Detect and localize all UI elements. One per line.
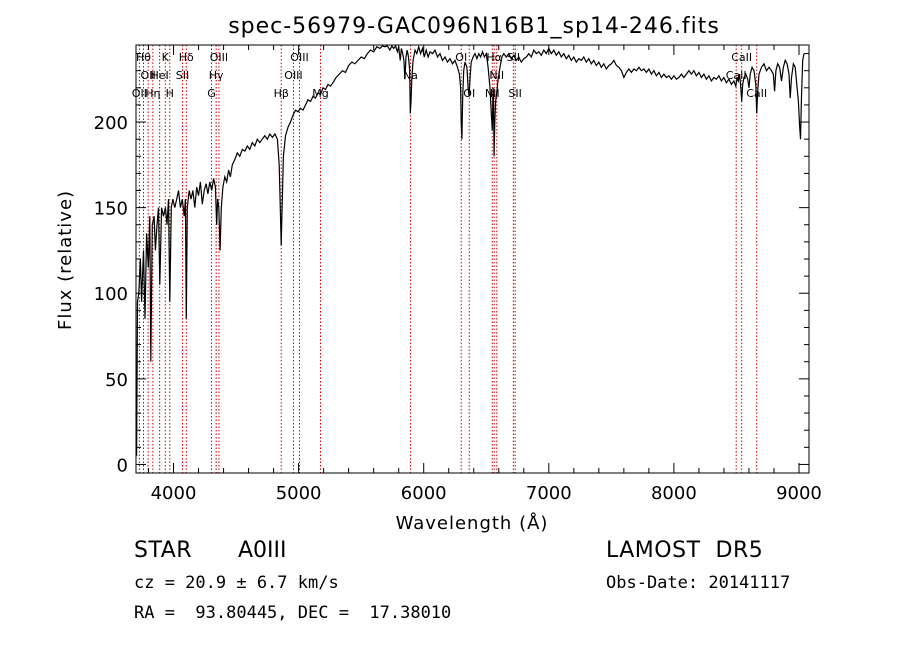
object-subclass: A0III <box>238 538 287 563</box>
spectral-line-label-11: OIII <box>210 51 228 64</box>
spectral-line-label-10: Hγ <box>209 69 224 82</box>
spectral-line-label-3: Hη <box>145 87 160 100</box>
spectral-line-label-15: Mg <box>312 87 328 100</box>
spectral-line-label-2: OII <box>141 69 156 82</box>
x-tick-label: 4000 <box>151 483 197 504</box>
spectrum-series <box>135 44 805 456</box>
spectral-line-label-17: OI <box>455 51 467 64</box>
spectral-line-label-20: Hα <box>486 51 502 64</box>
y-axis: 0 50 100 150 200 <box>94 53 809 476</box>
spectral-line-label-19: NII <box>485 87 500 100</box>
plot-frame <box>135 44 810 474</box>
spectral-line-label-0: OII <box>132 87 147 100</box>
x-tick-label: 9000 <box>776 483 822 504</box>
spectral-line-label-26: CaII <box>746 87 767 100</box>
x-tick-label: 5000 <box>276 483 322 504</box>
x-tick-label: 7000 <box>526 483 572 504</box>
spectral-line-label-9: G <box>207 87 216 100</box>
spectral-line-label-6: H <box>166 87 174 100</box>
y-tick-label: 200 <box>94 113 128 134</box>
spectral-line-label-12: Hβ <box>274 87 289 100</box>
spectral-line-label-16: Na <box>403 69 418 82</box>
spectral-line-label-25: CaII <box>731 51 752 64</box>
y-tick-label: 0 <box>117 455 128 476</box>
spectral-line-label-14: OIII <box>290 51 308 64</box>
x-tick-label: 6000 <box>401 483 447 504</box>
spectral-line-labels: OIIHθOIIHηHeIKHSIIHδGHγOIIIHβOIIIOIIIMgN… <box>132 51 767 100</box>
spectral-line-label-23: SII <box>508 87 521 100</box>
y-tick-label: 50 <box>105 370 128 391</box>
spectral-line-label-7: SII <box>176 69 189 82</box>
x-tick-label: 8000 <box>651 483 697 504</box>
spectral-lines <box>138 45 758 473</box>
chart-title: spec-56979-GAC096N16B1_sp14-246.fits <box>228 14 720 39</box>
spectral-line-label-4: HeI <box>150 69 168 82</box>
spectral-line-label-8: Hδ <box>179 51 194 64</box>
ra-dec-coordinates: RA = 93.80445, DEC = 17.38010 <box>134 603 452 623</box>
observation-date: Obs-Date: 20141117 <box>606 573 791 593</box>
object-class: STAR <box>134 538 193 563</box>
spectral-line-label-21: NII <box>489 69 504 82</box>
spectral-line-label-13: OIII <box>284 69 302 82</box>
redshift-cz: cz = 20.9 ± 6.7 km/s <box>134 573 339 593</box>
x-axis: 4000 5000 6000 7000 8000 9000 <box>148 45 822 504</box>
spectral-line-label-24: CaII <box>726 69 747 82</box>
y-axis-label: Flux (relative) <box>55 190 76 330</box>
spectral-line-label-22: SII <box>507 51 520 64</box>
x-axis-label: Wavelength (Å) <box>396 512 549 534</box>
y-tick-label: 100 <box>94 284 128 305</box>
spectral-line-label-5: K <box>162 51 170 64</box>
y-tick-label: 150 <box>94 199 128 220</box>
spectral-line-label-18: OI <box>463 87 475 100</box>
spectral-line-label-1: Hθ <box>136 51 151 64</box>
survey-name: LAMOST DR5 <box>606 538 764 563</box>
